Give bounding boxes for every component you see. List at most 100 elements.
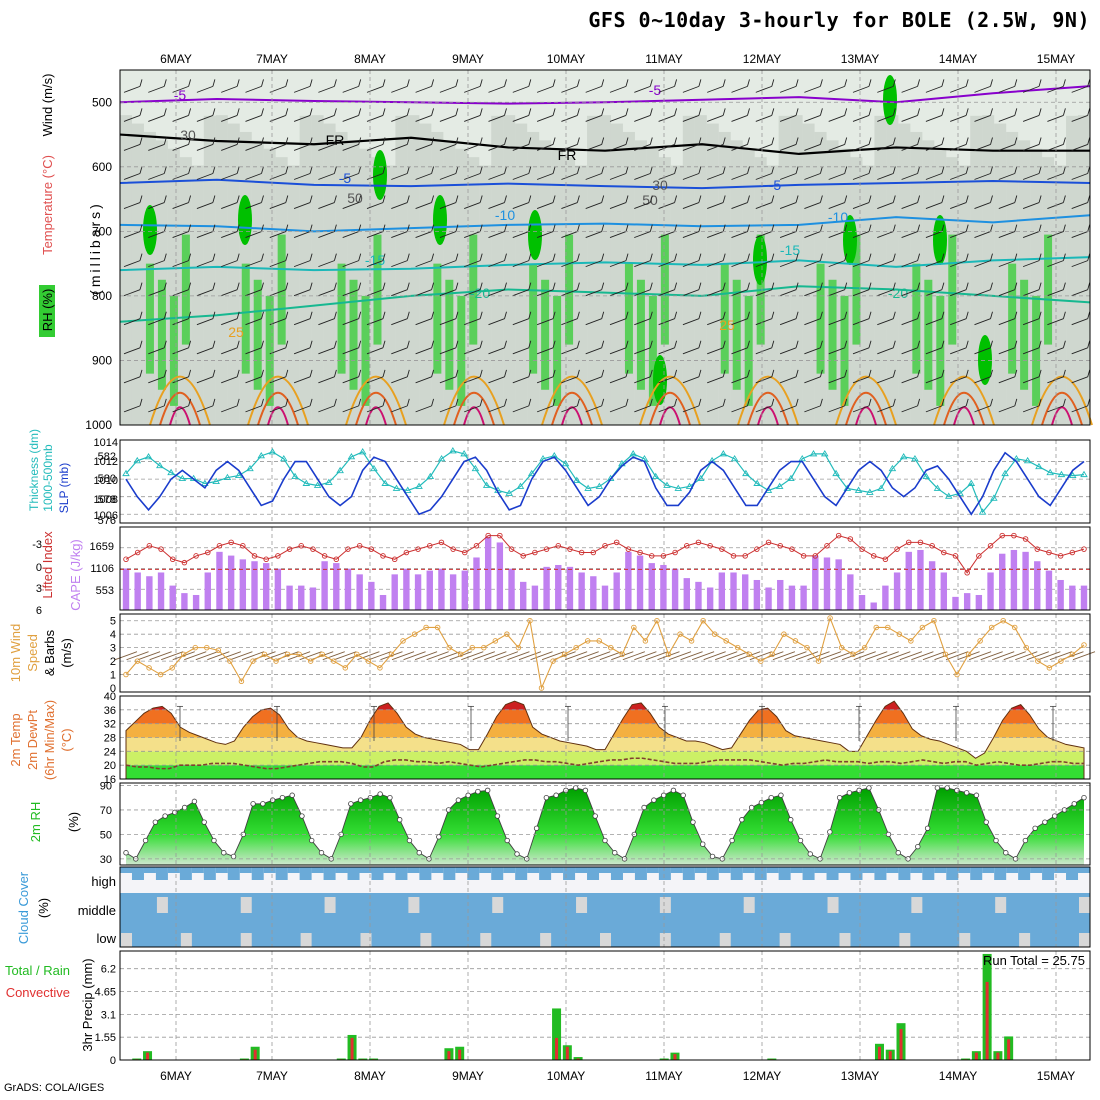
wind-barb-flag [406, 340, 410, 348]
rh-marker [201, 819, 207, 825]
precip-tick-label: 6.2 [101, 964, 116, 976]
wind-barb-flag [139, 166, 143, 174]
cloud-mid-gap [659, 897, 671, 913]
wind-barb [172, 85, 189, 93]
cloud-level-label: low [96, 931, 116, 946]
cloud-mid-gap [995, 897, 1007, 913]
wind-barb [998, 318, 1015, 326]
lifted-index-marker [251, 553, 258, 559]
lifted-index-marker [906, 539, 912, 546]
rh-gray-band [802, 123, 815, 425]
date-tick-label: 10MAY [547, 1069, 585, 1083]
wind-barb [391, 114, 408, 122]
wind-barb-flag [990, 137, 993, 145]
li-tick-label: -3 [32, 539, 42, 551]
wind-barb [1047, 173, 1064, 180]
cloud-low-gap [600, 933, 611, 947]
rh-marker [387, 794, 393, 801]
rh-gray-band [694, 115, 707, 425]
wind-barb [488, 376, 505, 384]
wind-barb-flag [212, 195, 216, 203]
wind-barb-10m [576, 651, 599, 661]
wind-barb [245, 114, 262, 122]
rh-saturated-patch [143, 205, 157, 255]
wind-barb-flag [285, 398, 289, 406]
wind-barb [925, 376, 943, 384]
wind-barb [342, 260, 359, 268]
wind-barb-flag [1087, 166, 1091, 174]
wind-barb [415, 231, 432, 239]
wind-speed-marker [815, 658, 822, 664]
wind-barb-flag [1087, 79, 1091, 87]
temp-tick-label: 40 [104, 691, 116, 703]
date-tick-label: 14MAY [939, 1069, 977, 1083]
wind-barb-flag [917, 137, 921, 145]
thickness-marker [234, 471, 243, 479]
wind-barb [561, 318, 578, 326]
wind-barb-flag [382, 195, 386, 203]
wind-barb-flag [236, 137, 240, 145]
rh-gray-band [682, 115, 695, 425]
wind-barb-flag [917, 79, 921, 87]
rh-marker [915, 843, 921, 850]
wind-barb-flag [722, 137, 726, 145]
rh-green-band [912, 263, 921, 374]
wind-barb [852, 318, 870, 326]
precip-convective-bar [447, 1051, 451, 1060]
wind-barb-flag [1014, 224, 1018, 232]
lifted-index-marker [894, 546, 900, 552]
wind-speed-marker [227, 658, 233, 664]
wind-barb-flag [698, 224, 702, 232]
wind-barb-flag [1087, 398, 1091, 406]
cloud-axis-title: Cloud Cover [16, 871, 31, 944]
wind-speed-marker [700, 617, 706, 624]
cape-bar [1069, 585, 1076, 610]
wind-barb-flag [1062, 166, 1066, 174]
cape-bar [216, 551, 223, 610]
rh-green-band [840, 295, 849, 406]
isotherm-line [119, 256, 1091, 272]
wind-barb [731, 289, 748, 297]
wind-barb [852, 289, 870, 297]
isotherm-line [119, 178, 1091, 190]
wind-speed-marker [654, 617, 660, 624]
wind-barb [901, 347, 918, 355]
wind-barb-flag [358, 340, 362, 348]
wind-barb-flag [1087, 195, 1091, 203]
contour-label: -5 [769, 177, 782, 193]
wind-barb-10m [484, 651, 507, 661]
wind-barb-10m [518, 651, 542, 661]
wind-barb-flag [479, 108, 483, 116]
wind-barb-10m [980, 651, 1003, 661]
rh-gray-band [323, 123, 336, 425]
wind-barb-flag [333, 340, 337, 348]
wind-barb [123, 260, 141, 268]
wind-barb [245, 231, 262, 239]
cloud-high-bar [587, 867, 600, 880]
lifted-index-marker [789, 546, 795, 552]
wind-speed-marker [123, 671, 129, 678]
wind-barb [536, 85, 554, 93]
wind-barb-10m [772, 651, 796, 661]
lifted-index-marker [1022, 536, 1029, 542]
wind-barb-flag [941, 108, 945, 116]
cape-bar [741, 574, 749, 610]
wind-barb-10m [657, 651, 680, 661]
rh-marker [181, 804, 188, 811]
wind-barb [804, 173, 821, 180]
cloud-high-bar [539, 867, 552, 880]
lifted-index-marker [1011, 532, 1017, 539]
wind-barb-flag [139, 195, 143, 203]
wind-barb [707, 318, 724, 326]
wind-barb [269, 289, 286, 297]
wind-barb [925, 318, 943, 326]
rh-marker [846, 790, 853, 796]
wind-barb-flag [722, 108, 726, 116]
wind-barb-flag [747, 79, 750, 87]
lifted-index-marker [754, 546, 760, 552]
rh-green-band [277, 234, 286, 345]
wind-barb-flag [358, 253, 362, 261]
lifted-index-marker [870, 553, 877, 559]
wind-barb-flag [576, 79, 580, 87]
wind-barb [828, 289, 845, 297]
